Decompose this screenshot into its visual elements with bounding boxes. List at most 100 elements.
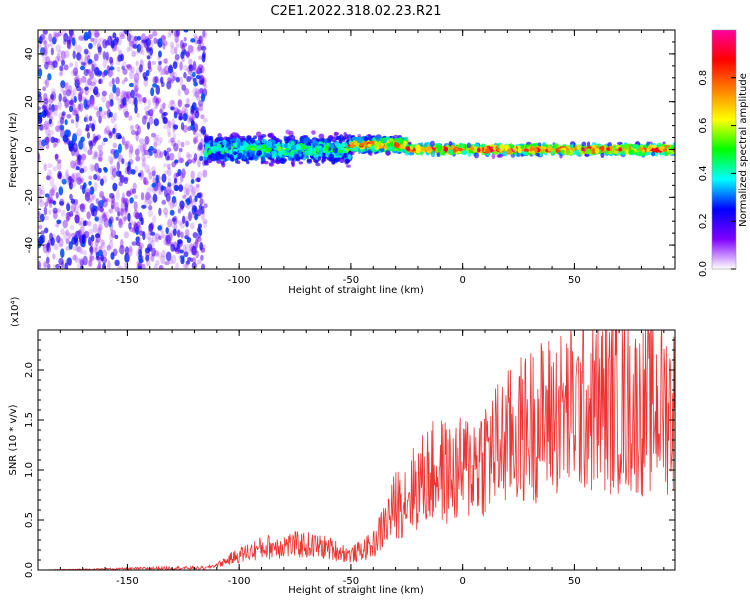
- heatmap-cell: [43, 206, 48, 216]
- heatmap-cell: [107, 99, 112, 109]
- heatmap-cell: [89, 163, 95, 172]
- heatmap-cell: [520, 153, 524, 157]
- heatmap-cell: [60, 80, 66, 89]
- heatmap-cell: [175, 185, 179, 192]
- heatmap-cell: [38, 262, 41, 268]
- heatmap-cell: [54, 153, 59, 162]
- heatmap-cell: [93, 174, 98, 181]
- heatmap-cell: [64, 262, 68, 269]
- heatmap-cell: [473, 152, 479, 159]
- heatmap-cell: [124, 77, 128, 82]
- heatmap-cell: [161, 249, 166, 258]
- heatmap-cell: [318, 133, 325, 139]
- heatmap-cell: [195, 95, 201, 101]
- heatmap-cell: [156, 252, 163, 259]
- heatmap-cell: [42, 102, 48, 110]
- heatmap-cell: [236, 160, 241, 164]
- heatmap-cell: [102, 199, 108, 208]
- heatmap-cell: [109, 71, 114, 77]
- heatmap-cell: [138, 96, 143, 105]
- heatmap-cell: [70, 90, 75, 100]
- heatmap-cell: [176, 108, 180, 115]
- heatmap-cell: [135, 123, 140, 130]
- heatmap-cell: [576, 144, 581, 150]
- heatmap-cell: [167, 77, 173, 82]
- heatmap-cell: [447, 149, 454, 155]
- heatmap-cell: [171, 217, 177, 222]
- heatmap-cell: [203, 220, 208, 229]
- heatmap-cell: [66, 202, 70, 210]
- heatmap-cell: [88, 175, 93, 180]
- heatmap-cell: [58, 186, 64, 196]
- heatmap-cell: [174, 34, 180, 44]
- heatmap-cell: [130, 89, 135, 99]
- heatmap-cell: [175, 262, 180, 269]
- heatmap-cell: [197, 192, 203, 199]
- heatmap-cell: [43, 98, 49, 104]
- heatmap-cell: [185, 229, 190, 238]
- heatmap-cell: [185, 97, 190, 104]
- heatmap-cell: [72, 67, 79, 76]
- heatmap-cell: [60, 248, 65, 259]
- heatmap-cell: [95, 256, 101, 261]
- heatmap-cell: [135, 60, 139, 67]
- heatmap-cell: [600, 152, 605, 158]
- heatmap-cell: [98, 245, 103, 252]
- heatmap-cell: [191, 71, 196, 78]
- heatmap-cell: [88, 228, 94, 235]
- x-tick-label: -100: [228, 275, 251, 286]
- heatmap-cell: [535, 152, 541, 157]
- heatmap-cell: [101, 140, 106, 147]
- heatmap-cell: [56, 173, 61, 179]
- heatmap-cell: [193, 205, 198, 213]
- heatmap-cell: [164, 261, 170, 266]
- heatmap-cell: [230, 156, 235, 162]
- heatmap-cell: [174, 46, 178, 55]
- heatmap-cell: [44, 193, 50, 198]
- heatmap-cell: [143, 180, 150, 186]
- heatmap-cell: [491, 153, 496, 160]
- heatmap-cell: [88, 58, 93, 65]
- heatmap-cell: [148, 171, 153, 180]
- heatmap-cell: [504, 144, 510, 150]
- heatmap-cell: [63, 231, 69, 241]
- heatmap-cell: [78, 154, 85, 164]
- heatmap-cell: [122, 197, 129, 203]
- heatmap-cell: [69, 224, 75, 231]
- heatmap-cell: [185, 260, 191, 265]
- heatmap-cell: [153, 250, 159, 257]
- heatmap-cell: [127, 95, 132, 105]
- heatmap-cell: [203, 203, 208, 209]
- heatmap-cell: [89, 94, 95, 105]
- heatmap-cell: [128, 82, 134, 88]
- heatmap-cell: [214, 156, 221, 161]
- heatmap-cell: [147, 169, 151, 175]
- heatmap-cell: [79, 203, 86, 213]
- heatmap-cell: [50, 187, 55, 197]
- heatmap-cell: [189, 45, 195, 55]
- heatmap-cell: [117, 211, 121, 217]
- heatmap-cell: [104, 126, 110, 134]
- heatmap-cell: [192, 63, 197, 73]
- heatmap-cell: [122, 68, 128, 75]
- heatmap-cell: [88, 253, 93, 263]
- heatmap-cell: [290, 159, 295, 166]
- figure-title: C2E1.2022.318.02.23.R21: [270, 4, 441, 19]
- heatmap-cell: [205, 162, 209, 166]
- heatmap-cell: [154, 134, 160, 141]
- heatmap-cell: [38, 118, 41, 124]
- heatmap-cell: [75, 77, 81, 83]
- heatmap-cell: [120, 103, 124, 109]
- heatmap-cell: [178, 116, 183, 121]
- heatmap-cell: [188, 184, 194, 193]
- heatmap-cell: [187, 69, 193, 75]
- heatmap-cell: [203, 150, 208, 157]
- heatmap-cell: [198, 55, 202, 60]
- heatmap-cell: [129, 34, 135, 45]
- heatmap-cell: [43, 79, 48, 85]
- heatmap-cell: [261, 144, 266, 150]
- heatmap-cell: [42, 30, 47, 38]
- heatmap-cell: [237, 142, 241, 149]
- heatmap-cell: [68, 30, 74, 37]
- heatmap-cell: [94, 216, 100, 222]
